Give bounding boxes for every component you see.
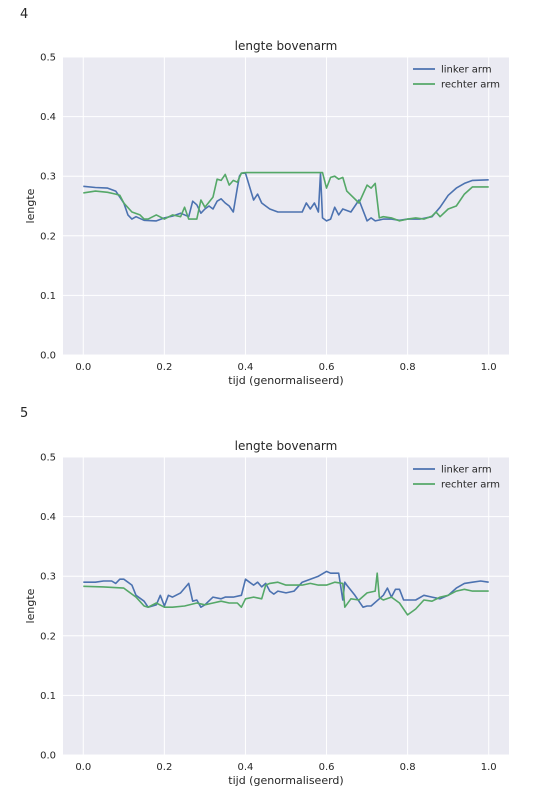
x-tick-label: 0.8 <box>400 362 416 373</box>
x-tick-label: 0.6 <box>319 762 335 773</box>
legend-label-rechter-arm: rechter arm <box>441 480 500 491</box>
y-tick-label: 0.5 <box>40 453 56 464</box>
x-tick-label: 0.2 <box>156 362 172 373</box>
legend-label-linker-arm: linker arm <box>441 65 492 76</box>
panel-4-label: 4 <box>20 7 29 22</box>
y-tick-label: 0.4 <box>40 112 56 123</box>
y-axis-label: lengte <box>24 188 37 223</box>
x-tick-label: 0.0 <box>75 762 91 773</box>
chart-panel-5: 0.0 0.2 0.4 0.6 0.8 1.0 0.0 0.1 0.2 0.3 0.4 0.5 leng… <box>24 439 509 787</box>
x-tick-label: 0.8 <box>400 762 416 773</box>
panel-5-label: 5 <box>20 406 29 421</box>
y-tick-label: 0.4 <box>40 512 56 523</box>
chart-panel-4: 0.0 0.2 0.4 0.6 0.8 1.0 0.0 0.1 0.2 0.3 0.4 0.5 leng… <box>24 39 509 387</box>
series-line-rechter-arm <box>83 572 489 616</box>
chart-title: lengte bovenarm <box>235 39 338 53</box>
x-tick-label: 0.0 <box>75 362 91 373</box>
x-tick-label: 0.2 <box>156 762 172 773</box>
series-line-linker-arm <box>83 172 489 222</box>
legend-label-linker-arm: linker arm <box>441 465 492 476</box>
x-tick-label: 0.4 <box>238 362 254 373</box>
y-tick-label: 0.1 <box>40 291 56 302</box>
y-axis-label: lengte <box>24 588 37 623</box>
legend-label-rechter-arm: rechter arm <box>441 80 500 91</box>
y-tick-label: 0.3 <box>40 572 56 583</box>
plot-area <box>63 457 509 755</box>
x-axis-label: tijd (genormaliseerd) <box>228 774 343 787</box>
x-tick-label: 1.0 <box>481 762 497 773</box>
plot-area <box>63 57 509 355</box>
y-tick-label: 0.2 <box>40 631 56 642</box>
y-tick-label: 0.5 <box>40 53 56 64</box>
series-line-linker-arm <box>83 570 489 608</box>
x-tick-label: 1.0 <box>481 362 497 373</box>
x-tick-label: 0.6 <box>319 362 335 373</box>
x-axis-label: tijd (genormaliseerd) <box>228 374 343 387</box>
chart-title: lengte bovenarm <box>235 439 338 453</box>
y-tick-label: 0.1 <box>40 691 56 702</box>
y-tick-label: 0.0 <box>40 351 56 362</box>
y-tick-label: 0.2 <box>40 231 56 242</box>
y-tick-label: 0.0 <box>40 751 56 762</box>
x-tick-label: 0.4 <box>238 762 254 773</box>
series-line-rechter-arm <box>83 171 489 222</box>
y-tick-label: 0.3 <box>40 172 56 183</box>
